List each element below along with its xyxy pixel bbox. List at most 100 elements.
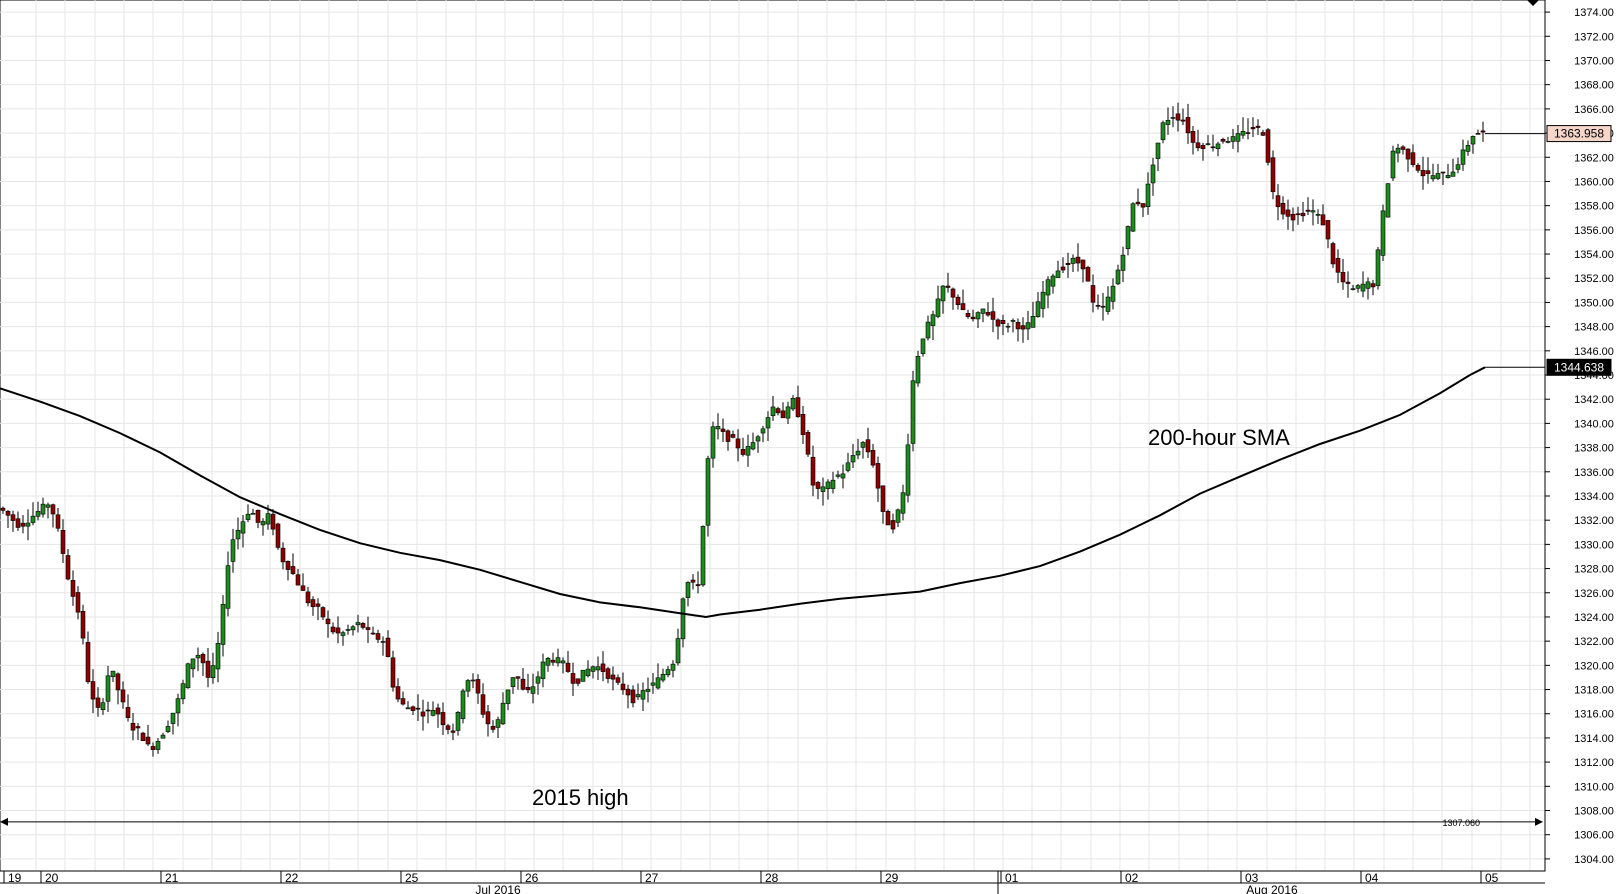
candle-body [1240, 130, 1246, 136]
candle-body [1250, 127, 1256, 130]
candle-body [105, 675, 111, 702]
candle-body [830, 479, 836, 489]
candle-body [265, 513, 271, 525]
candle-body [325, 618, 331, 625]
candle-body [900, 492, 906, 514]
candle-body [970, 316, 976, 320]
candle-body [350, 626, 356, 631]
candle-body [1265, 129, 1271, 163]
candle-body [455, 712, 461, 731]
time-axis: 19 20 21 22 25 26 27 28 29 01 02 03 04 05 Jul 2016 Aug … [0, 870, 1545, 894]
candle-body [585, 668, 591, 677]
candle-body [345, 629, 351, 631]
candle-body [1340, 271, 1346, 283]
candle-body [495, 719, 501, 728]
y-tick-label: 1330.00 [1574, 539, 1614, 551]
candle-body [1155, 142, 1161, 159]
candle-body [170, 712, 176, 724]
candle-body [1325, 220, 1331, 240]
y-tick-label: 1346.00 [1574, 346, 1614, 358]
candle-body [870, 450, 876, 466]
x-tick-label: 26 [525, 871, 539, 885]
candle-body [1030, 315, 1036, 328]
candle-body [695, 584, 701, 586]
candle-body [1395, 147, 1401, 154]
candle-body [1360, 283, 1366, 292]
candle-body [950, 288, 956, 298]
candle-body [885, 510, 891, 526]
candle-body [765, 417, 771, 429]
arrow-right-icon [1535, 817, 1543, 826]
candle-body [760, 428, 766, 434]
candle-body [625, 688, 631, 696]
y-tick-label: 1334.00 [1574, 491, 1614, 503]
candle-body [1440, 171, 1446, 174]
y-tick-label: 1356.00 [1574, 225, 1614, 237]
candle-body [390, 657, 396, 688]
candle-body [1005, 325, 1011, 328]
candle-body [1180, 119, 1186, 122]
candle-body [1385, 183, 1391, 218]
candle-body [35, 511, 41, 517]
candle-body [705, 458, 711, 526]
candle-body [1105, 296, 1111, 312]
candle-body [990, 311, 996, 320]
candle-body [770, 406, 776, 417]
candle-body [395, 686, 401, 700]
candle-body [1215, 143, 1221, 149]
candle-body [1235, 133, 1241, 142]
candle-body [1100, 305, 1106, 308]
candle-body [735, 438, 741, 449]
y-tick-label: 1370.00 [1574, 55, 1614, 67]
candle-body [725, 430, 731, 442]
candle-body [155, 741, 161, 750]
candle-body [580, 669, 586, 682]
candle-body [845, 462, 851, 471]
x-tick-label: 29 [885, 871, 899, 885]
month-label: Jul 2016 [475, 883, 521, 894]
candle-body [150, 746, 156, 750]
candle-body [275, 523, 281, 548]
candle-body [330, 626, 336, 633]
candle-body [1020, 325, 1026, 330]
candle-body [480, 694, 486, 715]
candle-body [1130, 203, 1136, 232]
x-tick-label: 04 [1365, 871, 1379, 885]
candle-body [1135, 201, 1141, 205]
candle-body [1390, 150, 1396, 179]
arrow-left-icon [0, 817, 8, 826]
candle-body [1065, 262, 1071, 265]
candle-body [1210, 146, 1216, 149]
x-tick-label: 28 [765, 871, 779, 885]
candle-body [295, 574, 301, 586]
candle-body [1435, 173, 1441, 179]
candle-body [1430, 175, 1436, 180]
candle-body [270, 513, 276, 530]
candle-body [570, 673, 576, 684]
candle-body [230, 539, 236, 562]
candle-body [550, 659, 556, 663]
y-tick-label: 1306.00 [1574, 830, 1614, 842]
candle-body [1115, 269, 1121, 285]
y-tick-label: 1354.00 [1574, 249, 1614, 261]
y-tick-label: 1326.00 [1574, 588, 1614, 600]
candle-body [1060, 266, 1066, 271]
candle-body [935, 298, 941, 317]
candle-body [115, 673, 121, 691]
candle-body [60, 530, 66, 554]
candle-body [945, 285, 951, 288]
candle-body [0, 507, 6, 511]
y-tick-label: 1322.00 [1574, 636, 1614, 648]
sma-series [0, 133, 1545, 619]
y-tick-label: 1366.00 [1574, 104, 1614, 116]
candle-body [140, 732, 146, 741]
candle-body [1285, 209, 1291, 217]
candle-body [505, 689, 511, 704]
candle-body [450, 730, 456, 733]
candle-body [365, 627, 371, 630]
candle-body [1175, 113, 1181, 121]
candle-body [100, 702, 106, 711]
candle-body [685, 582, 691, 598]
candle-body [1405, 148, 1411, 160]
candle-body [175, 698, 181, 714]
